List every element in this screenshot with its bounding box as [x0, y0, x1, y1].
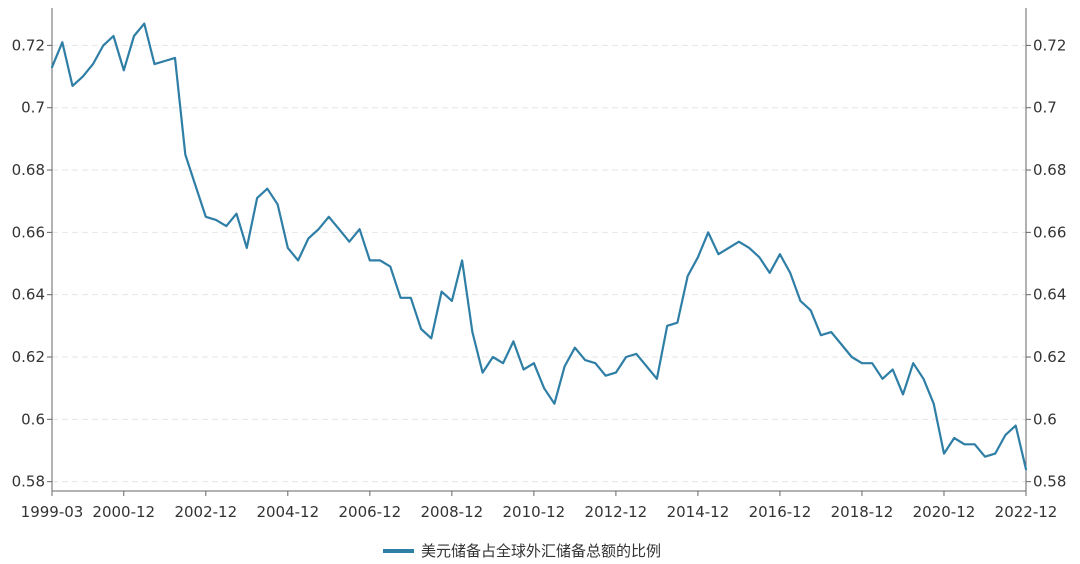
- x-tick-label: 2016-12: [749, 503, 812, 521]
- left-y-tick-label: 0.62: [12, 348, 45, 366]
- right-y-tick-label: 0.72: [1033, 36, 1066, 54]
- left-y-tick-label: 0.72: [12, 36, 45, 54]
- left-y-tick-labels: 0.58 0.6 0.62 0.64 0.66 0.68 0.7 0.72: [12, 36, 45, 490]
- x-tick-label: 1999-03: [21, 503, 84, 521]
- x-tick-labels: 1999-03 2000-12 2002-12 2004-12 2006-12 2008-…: [21, 503, 1058, 521]
- x-tick-label: 2004-12: [256, 503, 319, 521]
- right-y-tick-label: 0.7: [1033, 99, 1057, 117]
- x-tick-label: 2022-12: [995, 503, 1058, 521]
- x-tick-label: 2002-12: [174, 503, 237, 521]
- x-tick-label: 2006-12: [338, 503, 401, 521]
- x-tick-label: 2014-12: [667, 503, 730, 521]
- left-y-tick-label: 0.7: [21, 99, 45, 117]
- right-y-tick-label: 0.66: [1033, 223, 1066, 241]
- x-tick-label: 2012-12: [585, 503, 648, 521]
- x-tick-label: 2018-12: [831, 503, 894, 521]
- axes: [47, 8, 1031, 496]
- series-line: [50, 22, 1028, 471]
- x-tick-label: 2000-12: [92, 503, 155, 521]
- left-y-tick-label: 0.58: [12, 473, 45, 491]
- right-y-tick-labels: 0.58 0.6 0.62 0.64 0.66 0.68 0.7 0.72: [1033, 36, 1066, 490]
- gridlines: [52, 44, 1026, 483]
- right-y-tick-label: 0.68: [1033, 161, 1066, 179]
- left-y-tick-label: 0.6: [21, 410, 45, 428]
- legend-label: 美元储备占全球外汇储备总额的比例: [421, 542, 661, 560]
- left-y-tick-label: 0.64: [12, 286, 45, 304]
- x-tick-label: 2020-12: [913, 503, 976, 521]
- left-y-tick-label: 0.66: [12, 223, 45, 241]
- legend[interactable]: 美元储备占全球外汇储备总额的比例: [383, 542, 661, 560]
- x-tick-label: 2010-12: [503, 503, 566, 521]
- right-y-tick-label: 0.64: [1033, 286, 1066, 304]
- x-tick-label: 2008-12: [421, 503, 484, 521]
- series-layer: [50, 22, 1028, 471]
- right-y-tick-label: 0.6: [1033, 410, 1057, 428]
- right-y-tick-label: 0.62: [1033, 348, 1066, 366]
- right-y-tick-label: 0.58: [1033, 473, 1066, 491]
- left-y-tick-label: 0.68: [12, 161, 45, 179]
